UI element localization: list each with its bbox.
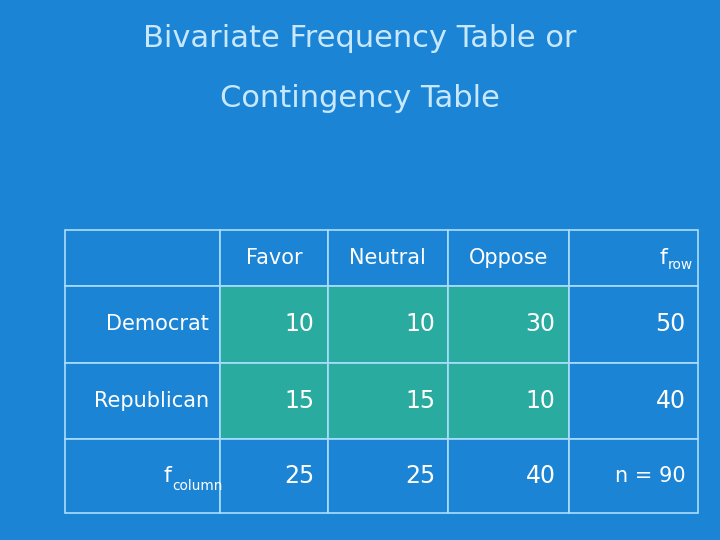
Bar xyxy=(220,363,328,440)
Text: Democrat: Democrat xyxy=(107,314,210,334)
Text: 30: 30 xyxy=(526,313,556,336)
Bar xyxy=(220,286,328,363)
Bar xyxy=(569,286,698,363)
Bar xyxy=(328,363,448,440)
Bar xyxy=(569,230,698,286)
Text: Contingency Table: Contingency Table xyxy=(220,84,500,113)
Text: Bivariate Frequency Table or: Bivariate Frequency Table or xyxy=(143,24,577,53)
Bar xyxy=(65,286,220,363)
Bar xyxy=(65,230,220,286)
Text: n = 90: n = 90 xyxy=(615,466,685,486)
Bar xyxy=(65,363,220,440)
Text: row: row xyxy=(668,258,693,272)
Text: 15: 15 xyxy=(405,389,435,413)
Text: Oppose: Oppose xyxy=(469,248,548,268)
Bar xyxy=(328,440,448,513)
Text: column: column xyxy=(173,479,223,492)
Text: f: f xyxy=(660,248,667,268)
Text: 15: 15 xyxy=(284,389,315,413)
Text: 25: 25 xyxy=(284,464,315,488)
Text: 10: 10 xyxy=(405,313,435,336)
Text: Favor: Favor xyxy=(246,248,302,268)
Text: Republican: Republican xyxy=(94,391,210,411)
Bar xyxy=(448,230,569,286)
Text: Neutral: Neutral xyxy=(349,248,426,268)
Text: f: f xyxy=(164,466,172,486)
Bar xyxy=(448,286,569,363)
Text: 40: 40 xyxy=(526,464,556,488)
Bar xyxy=(448,440,569,513)
Text: 25: 25 xyxy=(405,464,435,488)
Bar xyxy=(65,440,220,513)
Text: 10: 10 xyxy=(526,389,556,413)
Text: 50: 50 xyxy=(655,313,685,336)
Text: 10: 10 xyxy=(285,313,315,336)
Bar xyxy=(328,230,448,286)
Bar xyxy=(448,363,569,440)
Text: 40: 40 xyxy=(655,389,685,413)
Bar xyxy=(328,286,448,363)
Bar xyxy=(569,440,698,513)
Bar xyxy=(569,363,698,440)
Bar xyxy=(220,440,328,513)
Bar xyxy=(220,230,328,286)
